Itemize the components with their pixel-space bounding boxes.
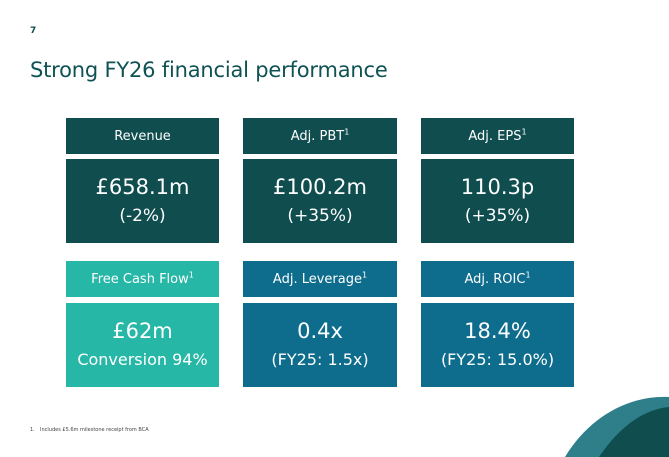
adj-pbt-value-tile: £100.2m (+35%) [243, 159, 397, 243]
footnote-marker: 1 [361, 270, 368, 280]
tile-label: Adj. EPS [468, 128, 522, 144]
adj-roic-label-tile: Adj. ROIC1 [421, 261, 574, 297]
free-cash-flow-label-tile: Free Cash Flow1 [66, 261, 219, 297]
adj-pbt-label-tile: Adj. PBT1 [243, 118, 397, 154]
tile-label: Revenue [114, 128, 171, 144]
tile-subvalue: Conversion 94% [77, 350, 208, 369]
tile-value: 18.4% [464, 319, 531, 343]
footnote-marker: 1 [188, 270, 194, 280]
footnote-number: 1. [30, 427, 35, 433]
footnote-marker: 1 [344, 127, 350, 137]
tile-subvalue: (+35%) [464, 206, 531, 226]
tile-subvalue: (-2%) [119, 206, 166, 226]
footnote-marker: 1 [521, 127, 527, 137]
tile-label: Free Cash Flow [91, 271, 189, 287]
adj-leverage-label-tile: Adj. Leverage1 [243, 261, 397, 297]
decorative-corner-waves [565, 396, 669, 457]
footnote: 1. Includes £5.6m milestone receipt from … [30, 427, 149, 433]
page-title: Strong FY26 financial performance [30, 58, 388, 82]
tile-label: Adj. PBT [290, 128, 345, 144]
footnote-marker: 1 [525, 270, 531, 280]
tile-value: 110.3p [460, 175, 535, 199]
footnote-text: Includes £5.6m milestone receipt from BC… [40, 427, 149, 433]
page-number: 7 [30, 26, 37, 36]
tile-subvalue: (FY25: 1.5x) [271, 350, 369, 369]
adj-eps-label-tile: Adj. EPS1 [421, 118, 574, 154]
tile-label: Adj. ROIC [464, 271, 526, 287]
tile-value: £100.2m [273, 175, 367, 199]
revenue-value-tile: £658.1m (-2%) [66, 159, 219, 243]
free-cash-flow-value-tile: £62m Conversion 94% [66, 303, 219, 387]
tile-value: 0.4x [297, 319, 343, 343]
wave-dark [599, 407, 669, 457]
adj-eps-value-tile: 110.3p (+35%) [421, 159, 574, 243]
tile-subvalue: (FY25: 15.0%) [440, 350, 555, 369]
revenue-label-tile: Revenue [66, 118, 219, 154]
tile-value: £658.1m [95, 175, 190, 199]
adj-roic-value-tile: 18.4% (FY25: 15.0%) [421, 303, 574, 387]
tile-label: Adj. Leverage [272, 271, 362, 287]
tile-subvalue: (+35%) [287, 206, 353, 226]
adj-leverage-value-tile: 0.4x (FY25: 1.5x) [243, 303, 397, 387]
tile-value: £62m [112, 319, 173, 343]
